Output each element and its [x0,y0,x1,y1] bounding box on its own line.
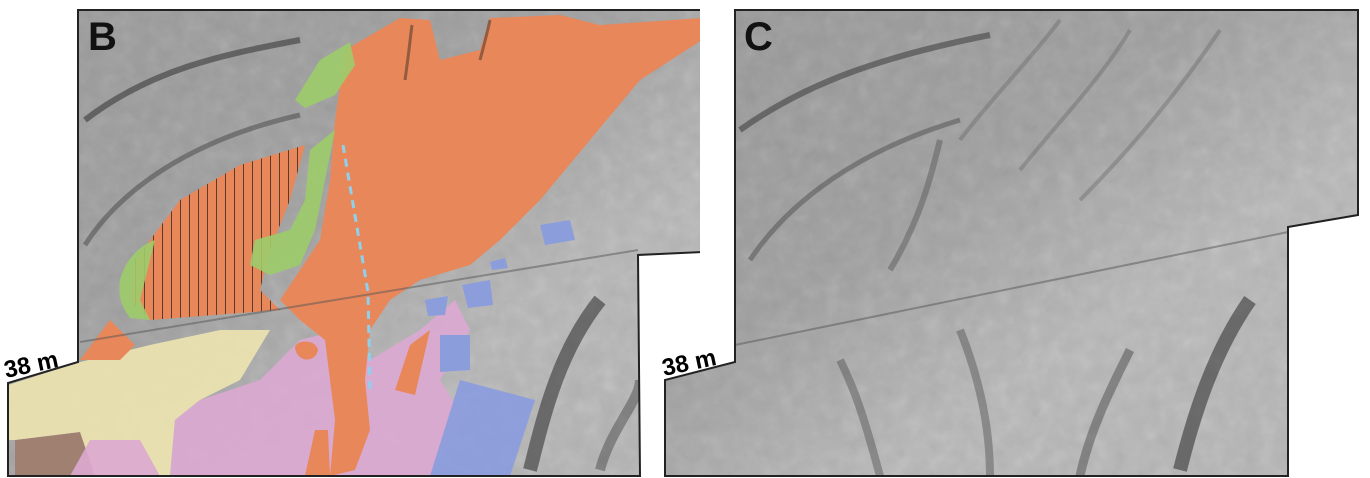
unit-orange [305,430,330,476]
map-panel-c: C 38 m [660,0,1370,478]
unit-green [250,130,335,275]
panel-b-frame [7,9,700,477]
hillshade-texture [665,10,1358,476]
ridge-shadow [523,295,606,472]
tile-seam [734,231,1289,346]
ridge-shadow [747,117,961,262]
unit-blue [425,296,448,316]
unit-orange [395,330,430,395]
unit-orange [80,320,135,360]
panel-letter-c: C [744,15,773,59]
gully-line [958,18,1062,142]
unit-orange-hatched [130,145,305,320]
unit-green [295,42,355,108]
tile-seam [79,249,639,343]
panel-c-frame [664,9,1359,477]
map-panel-b: B 38 m [2,9,700,477]
gully-line [1018,28,1132,172]
dashed-profile-line [341,144,372,391]
unit-orange [295,341,318,360]
unit-pink [170,300,470,476]
unit-blue [540,220,575,245]
unit-blue [490,258,508,270]
gully-line [403,24,414,81]
gully-line [956,328,994,476]
map-panel-c-svg: C 38 m [660,9,1359,477]
ridge-shadow [82,112,301,247]
ridge-shadow [1173,295,1256,472]
ridge-shadow [1075,347,1135,476]
unit-blue [440,335,470,372]
ridge-shadow [738,32,991,133]
gully-line [887,139,943,272]
map-panel-b-svg: B 38 m [2,9,700,477]
unit-yellow [8,330,270,476]
unit-pink [70,440,160,476]
unit-brown [15,432,95,476]
unit-blue [462,280,493,308]
unit-blue [430,380,535,476]
ridge-shadow [83,37,301,123]
unit-orange [280,15,700,476]
panel-letter-b: B [88,15,117,59]
gully-line [1078,28,1222,202]
unit-green [119,240,155,320]
gully-line [478,19,492,61]
gully-line [836,358,884,476]
